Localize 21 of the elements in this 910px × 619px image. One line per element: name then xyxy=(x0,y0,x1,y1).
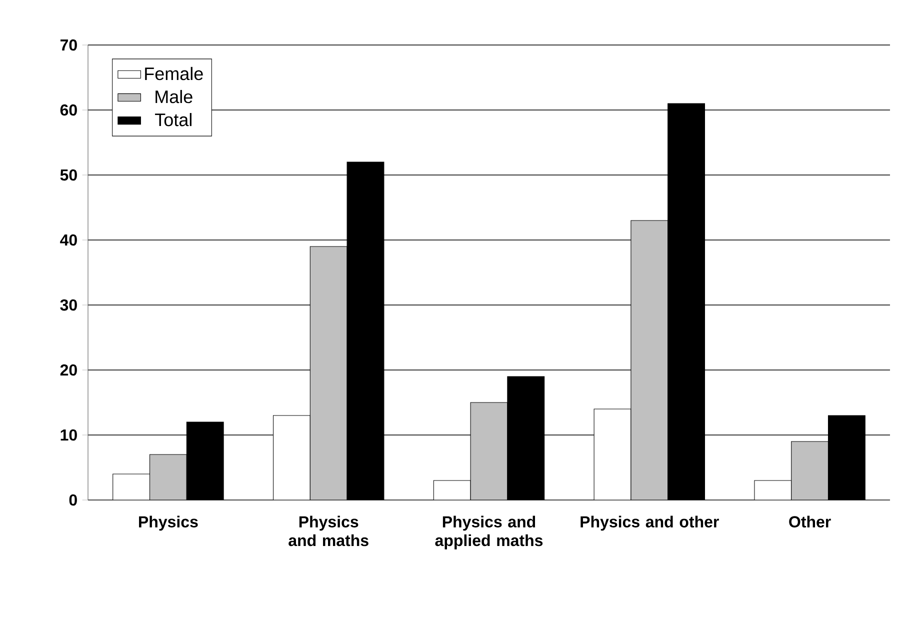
x-tick-label: Physics xyxy=(139,516,198,531)
bar xyxy=(630,220,668,500)
bar xyxy=(470,402,508,500)
x-tick-label: Physics and maths xyxy=(288,516,368,546)
y-tick-label: 10 xyxy=(60,429,77,441)
y-tick-label: 70 xyxy=(60,39,77,51)
x-tick-label: Physics and other xyxy=(580,516,719,531)
legend-label: Male xyxy=(156,90,192,104)
y-tick-label: 0 xyxy=(69,494,77,506)
bar xyxy=(310,246,348,500)
y-tick-label: 30 xyxy=(60,299,77,311)
y-tick-label: 60 xyxy=(60,104,77,116)
x-tick-label: Other xyxy=(789,516,831,528)
x-tick-label: Physics and applied maths xyxy=(435,516,543,550)
legend-label: Female xyxy=(145,66,203,80)
legend-label: Total xyxy=(155,113,192,126)
bar xyxy=(149,454,187,500)
y-tick-label: 20 xyxy=(60,364,77,376)
y-tick-label: 40 xyxy=(60,234,77,246)
bar xyxy=(791,441,829,500)
y-tick-label: 50 xyxy=(60,169,77,181)
